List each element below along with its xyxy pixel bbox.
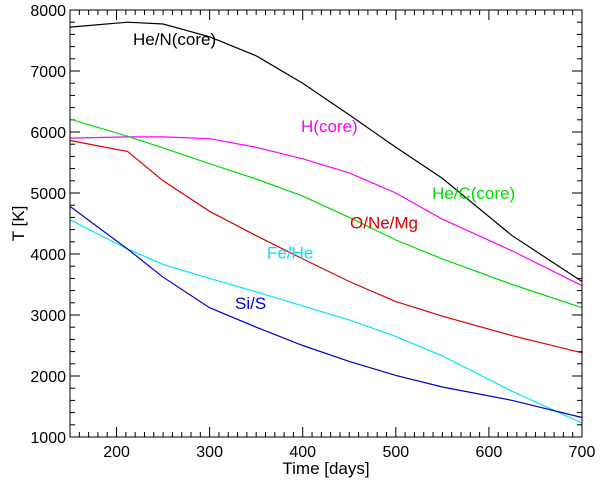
x-tick-label: 400	[289, 444, 316, 461]
y-tick-label: 7000	[30, 64, 66, 81]
series-label-he-n-core: He/N(core)	[133, 30, 216, 49]
y-tick-label: 4000	[30, 247, 66, 264]
y-tick-label: 8000	[30, 3, 66, 20]
x-tick-label: 200	[103, 444, 130, 461]
series-line-fe-he	[69, 219, 583, 424]
x-tick-label: 600	[476, 444, 503, 461]
y-tick-label: 6000	[30, 125, 66, 142]
series-label-o-ne-mg: O/Ne/Mg	[350, 213, 418, 232]
series-line-si-s	[69, 205, 583, 419]
annotation-layer: He/N(core) H(core) He/C(core) O/Ne/Mg Fe/He S…	[133, 30, 515, 313]
series-line-h-core	[69, 136, 583, 287]
series-line-he-n-core	[69, 21, 583, 283]
x-axis-title: Time [days]	[282, 459, 369, 478]
x-tick-label: 300	[196, 444, 223, 461]
series-line-o-ne-mg	[69, 139, 583, 354]
series-label-h-core: H(core)	[301, 117, 358, 136]
y-tick-label: 2000	[30, 369, 66, 386]
tick-layer: 200 300 400 500 600 700 1000 2000 3000 4000 5000 60…	[30, 3, 595, 461]
plot-frame	[69, 9, 583, 438]
series-label-he-c-core: He/C(core)	[432, 184, 515, 203]
series-line-he-c-core	[69, 118, 583, 309]
y-tick-label: 1000	[30, 430, 66, 447]
y-tick-label: 3000	[30, 308, 66, 325]
y-axis-title: T [K]	[9, 206, 28, 242]
x-tick-label: 500	[382, 444, 409, 461]
series-layer	[69, 21, 583, 424]
series-label-fe-he: Fe/He	[267, 243, 313, 262]
series-label-si-s: Si/S	[235, 294, 266, 313]
x-tick-label: 700	[569, 444, 596, 461]
y-tick-label: 5000	[30, 186, 66, 203]
